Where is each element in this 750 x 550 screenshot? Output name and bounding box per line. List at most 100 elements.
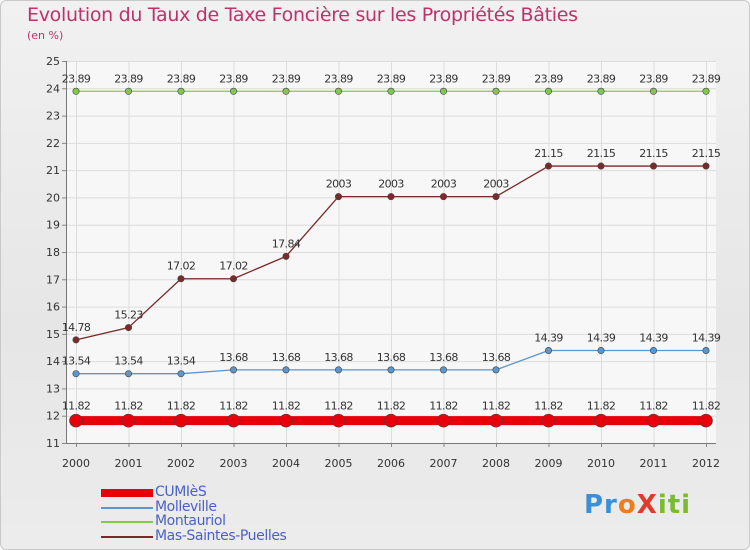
data-label: 11.82 [377,400,406,413]
data-point [646,413,661,428]
data-label: 11.82 [482,400,511,413]
data-label: 13.68 [429,351,458,364]
data-point [702,162,710,170]
y-tick-label: 18 [46,246,60,259]
data-label: 11.82 [272,400,301,413]
data-point [649,162,657,170]
data-point [492,87,500,95]
data-label: 13.68 [482,351,511,364]
legend-swatch [101,521,153,523]
data-label: 13.68 [272,351,301,364]
y-tick-label: 11 [46,437,60,450]
data-point [387,87,395,95]
data-label: 11.82 [587,400,616,413]
data-label: 14.78 [62,321,91,334]
data-label: 21.15 [692,147,721,160]
x-tick-label: 2001 [115,457,143,470]
x-tick-label: 2005 [325,457,353,470]
data-label: 11.82 [324,400,353,413]
y-tick-label: 12 [46,410,60,423]
data-point [177,370,185,378]
legend-swatch [101,506,153,509]
y-tick-label: 20 [46,191,60,204]
data-label: 13.68 [324,351,353,364]
data-point [489,413,503,428]
data-label: 23.89 [429,72,458,85]
y-tick-label: 21 [46,164,60,177]
data-point [594,413,608,428]
y-tick-label: 13 [46,382,60,395]
data-label: 17.84 [272,237,301,250]
data-label: 21.15 [639,147,668,160]
data-label: 11.82 [639,400,668,413]
x-tick-label: 2003 [220,457,248,470]
data-point [649,347,657,355]
data-point [72,87,80,95]
data-point [230,87,238,95]
legend-label: Montauriol [155,513,226,529]
data-label: 2003 [483,178,509,191]
data-point [439,87,447,95]
y-tick-label: 14 [46,355,60,368]
x-tick-label: 2008 [482,457,510,470]
x-tick-label: 2004 [272,457,300,470]
data-point [439,193,447,201]
data-label: 13.54 [114,355,143,368]
data-point [544,162,552,170]
legend-swatch [101,535,153,538]
data-point [544,347,552,355]
data-point [279,413,293,428]
data-label: 23.89 [482,72,511,85]
data-point [230,366,238,374]
x-tick-label: 2006 [377,457,405,470]
data-point [436,413,451,428]
y-tick-label: 17 [46,273,60,286]
data-label: 23.89 [167,72,196,85]
data-label: 13.54 [62,355,91,368]
data-point [699,413,713,428]
data-point [334,366,342,374]
data-label: 15.23 [114,309,143,322]
x-tick-label: 2007 [430,457,458,470]
data-label: 11.82 [167,400,196,413]
data-point [226,413,241,428]
data-label: 14.39 [639,332,668,345]
data-label: 23.89 [534,72,563,85]
unit-label: (en %) [27,29,64,42]
data-label: 23.89 [62,72,91,85]
data-point [69,413,83,428]
data-label: 23.89 [587,72,616,85]
data-point [334,87,342,95]
y-tick-label: 25 [46,55,60,68]
data-label: 11.82 [692,400,721,413]
x-tick-label: 2012 [692,457,720,470]
legend-swatch [101,489,153,497]
data-point [72,370,80,378]
data-point [125,370,133,378]
data-label: 23.89 [219,72,248,85]
data-point [125,324,133,332]
data-label: 17.02 [167,260,196,273]
data-label: 23.89 [639,72,668,85]
data-point [282,252,290,260]
data-label: 14.39 [692,332,721,345]
data-label: 21.15 [587,147,616,160]
data-label: 14.39 [534,332,563,345]
x-tick-label: 2002 [167,457,195,470]
y-tick-label: 23 [46,110,60,123]
data-label: 23.89 [272,72,301,85]
data-point [492,366,500,374]
data-label: 11.82 [62,400,91,413]
legend-label: Mas-Saintes-Puelles [155,527,287,544]
data-label: 2003 [431,178,457,191]
data-label: 11.82 [114,400,143,413]
data-label: 21.15 [534,147,563,160]
data-point [597,347,605,355]
data-label: 23.89 [114,72,143,85]
y-tick-label: 24 [46,82,60,95]
data-point [597,162,605,170]
y-tick-label: 15 [46,328,60,341]
data-point [334,193,342,201]
